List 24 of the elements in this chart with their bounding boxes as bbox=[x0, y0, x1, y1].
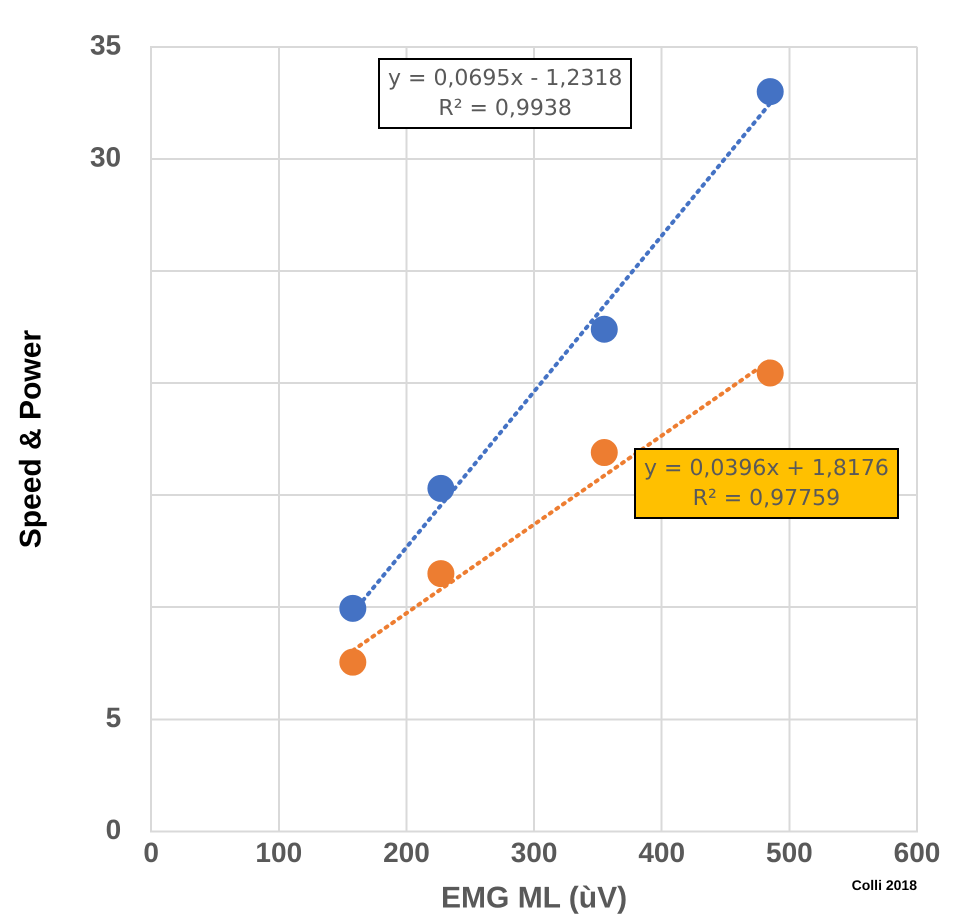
point bbox=[756, 359, 784, 386]
point bbox=[756, 78, 784, 106]
annotation: y = 0,0695x - 1,2318 R² = 0,9938 bbox=[378, 58, 632, 130]
point bbox=[590, 439, 618, 466]
x-tick-label: 0 bbox=[143, 836, 159, 868]
annotation: y = 0,0396x + 1,8176 R² = 0,97759 bbox=[634, 448, 899, 520]
x-tick-label: 200 bbox=[383, 836, 430, 868]
point bbox=[427, 474, 454, 502]
point bbox=[590, 316, 618, 343]
y-tick-label: 5 bbox=[106, 702, 122, 734]
x-tick-label: 300 bbox=[510, 836, 558, 868]
y-tick-label: 30 bbox=[90, 142, 122, 173]
x-tick-label: 500 bbox=[766, 836, 813, 868]
y-tick-label: 0 bbox=[106, 814, 122, 846]
point bbox=[427, 560, 454, 588]
x-tick-label: 600 bbox=[894, 836, 940, 868]
point bbox=[339, 648, 366, 676]
y-axis-title: Speed & Power bbox=[14, 330, 48, 548]
x-axis-title: EMG ML (ùV) bbox=[441, 881, 628, 914]
x-tick-label: 400 bbox=[638, 836, 686, 868]
point bbox=[339, 594, 366, 622]
text: Colli 2018 bbox=[852, 877, 917, 893]
y-tick-label: 35 bbox=[90, 30, 122, 61]
x-tick-label: 100 bbox=[255, 836, 302, 868]
